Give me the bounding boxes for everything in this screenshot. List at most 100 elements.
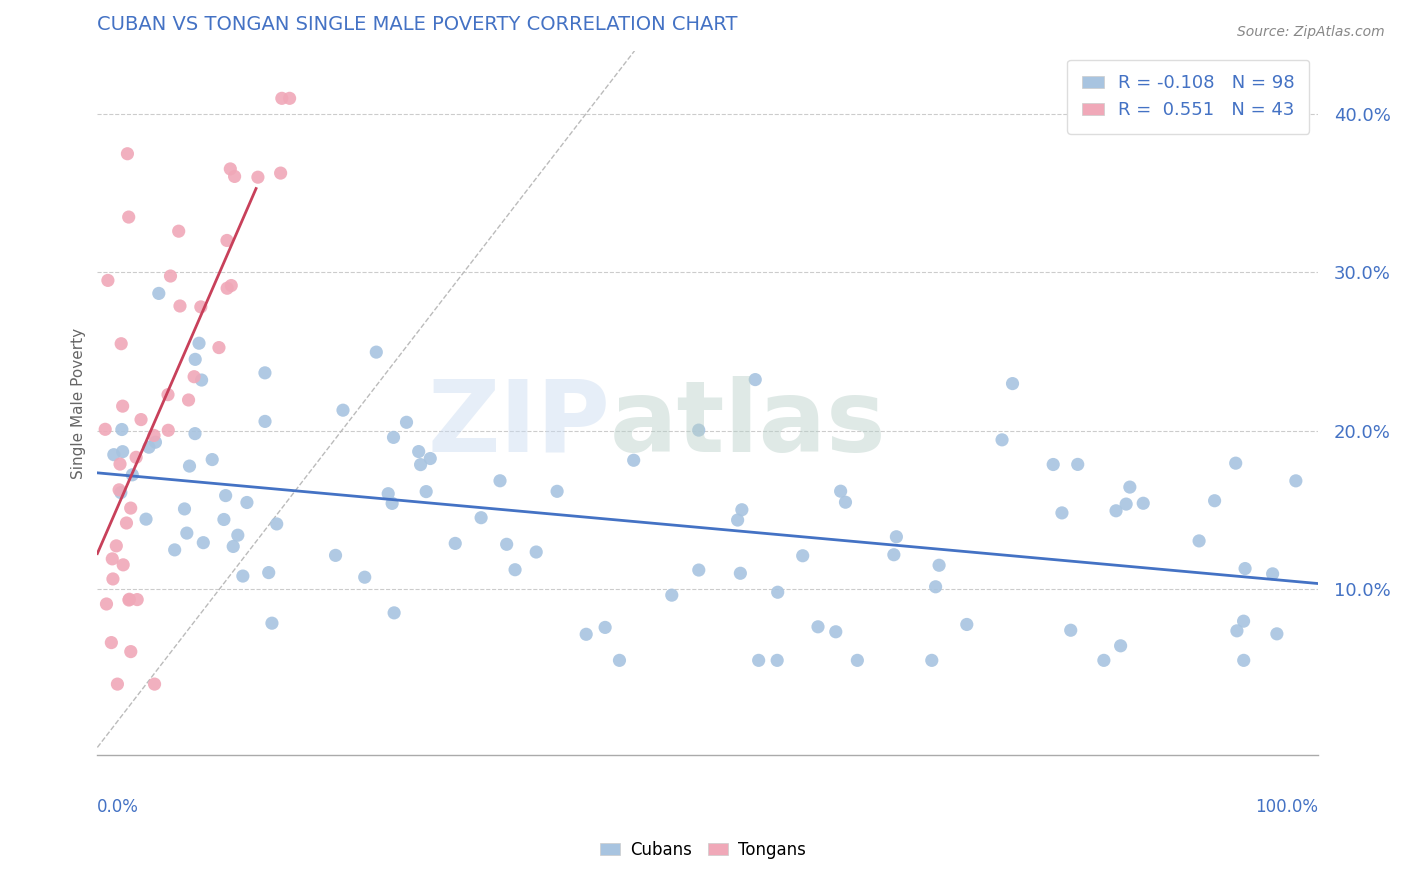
Point — [179, 459, 201, 474]
Point — [117, 146, 139, 161]
Point — [173, 502, 195, 516]
Point — [118, 592, 141, 607]
Point — [163, 542, 186, 557]
Point — [503, 563, 526, 577]
Point — [886, 530, 908, 544]
Point — [156, 387, 179, 401]
Point — [107, 677, 129, 691]
Point — [167, 224, 190, 238]
Point — [1265, 627, 1288, 641]
Point — [97, 273, 120, 287]
Point — [236, 495, 259, 509]
Point — [111, 423, 134, 437]
Point — [325, 549, 347, 563]
Point — [408, 444, 430, 458]
Point — [219, 161, 242, 176]
Point — [222, 540, 245, 554]
Point — [1119, 480, 1142, 494]
Point — [232, 569, 254, 583]
Text: 100.0%: 100.0% — [1256, 797, 1319, 815]
Point — [1042, 458, 1064, 472]
Point — [169, 299, 191, 313]
Point — [115, 516, 138, 530]
Point — [744, 373, 766, 387]
Point — [214, 489, 236, 503]
Point — [159, 268, 181, 283]
Point — [1050, 506, 1073, 520]
Point — [609, 653, 631, 667]
Point — [125, 450, 148, 465]
Point — [101, 552, 124, 566]
Point — [332, 403, 354, 417]
Point — [366, 345, 388, 359]
Point — [157, 423, 180, 437]
Point — [921, 653, 943, 667]
Point — [215, 234, 238, 248]
Point — [105, 539, 128, 553]
Point — [260, 616, 283, 631]
Point — [177, 392, 200, 407]
Point — [103, 448, 125, 462]
Point — [118, 210, 141, 224]
Point — [661, 588, 683, 602]
Point — [1233, 653, 1256, 667]
Point — [183, 369, 205, 384]
Point — [118, 593, 141, 607]
Text: ZIP: ZIP — [427, 376, 610, 473]
Point — [1001, 376, 1024, 391]
Point — [395, 415, 418, 429]
Point — [546, 484, 568, 499]
Point — [110, 336, 132, 351]
Point — [1226, 624, 1249, 638]
Point — [419, 451, 441, 466]
Point — [1225, 456, 1247, 470]
Point — [883, 548, 905, 562]
Point — [731, 502, 754, 516]
Point — [381, 496, 404, 510]
Point — [110, 485, 132, 500]
Point — [143, 428, 166, 442]
Point — [748, 653, 770, 667]
Point — [184, 426, 207, 441]
Point — [184, 352, 207, 367]
Point — [489, 474, 512, 488]
Point — [112, 558, 135, 572]
Point — [1060, 624, 1083, 638]
Point — [415, 484, 437, 499]
Point — [190, 300, 212, 314]
Point — [1285, 474, 1308, 488]
Point — [688, 563, 710, 577]
Point — [1115, 497, 1137, 511]
Point — [766, 653, 789, 667]
Point — [121, 467, 143, 482]
Point — [224, 169, 246, 184]
Point — [127, 592, 149, 607]
Point — [111, 399, 134, 413]
Point — [377, 486, 399, 500]
Point — [129, 412, 152, 426]
Point — [1234, 561, 1257, 575]
Point — [792, 549, 814, 563]
Point — [524, 545, 547, 559]
Point — [143, 677, 166, 691]
Point — [208, 341, 231, 355]
Point — [278, 91, 301, 105]
Point — [96, 597, 118, 611]
Point — [846, 653, 869, 667]
Point — [824, 624, 846, 639]
Point — [219, 278, 242, 293]
Point — [193, 535, 215, 549]
Point — [1261, 566, 1284, 581]
Point — [270, 166, 292, 180]
Point — [353, 570, 375, 584]
Point — [766, 585, 789, 599]
Point — [1109, 639, 1132, 653]
Point — [495, 537, 517, 551]
Point — [100, 635, 122, 649]
Point — [830, 484, 852, 499]
Point — [807, 620, 830, 634]
Point — [94, 422, 117, 436]
Point — [120, 501, 142, 516]
Legend: Cubans, Tongans: Cubans, Tongans — [593, 835, 813, 866]
Point — [470, 510, 492, 524]
